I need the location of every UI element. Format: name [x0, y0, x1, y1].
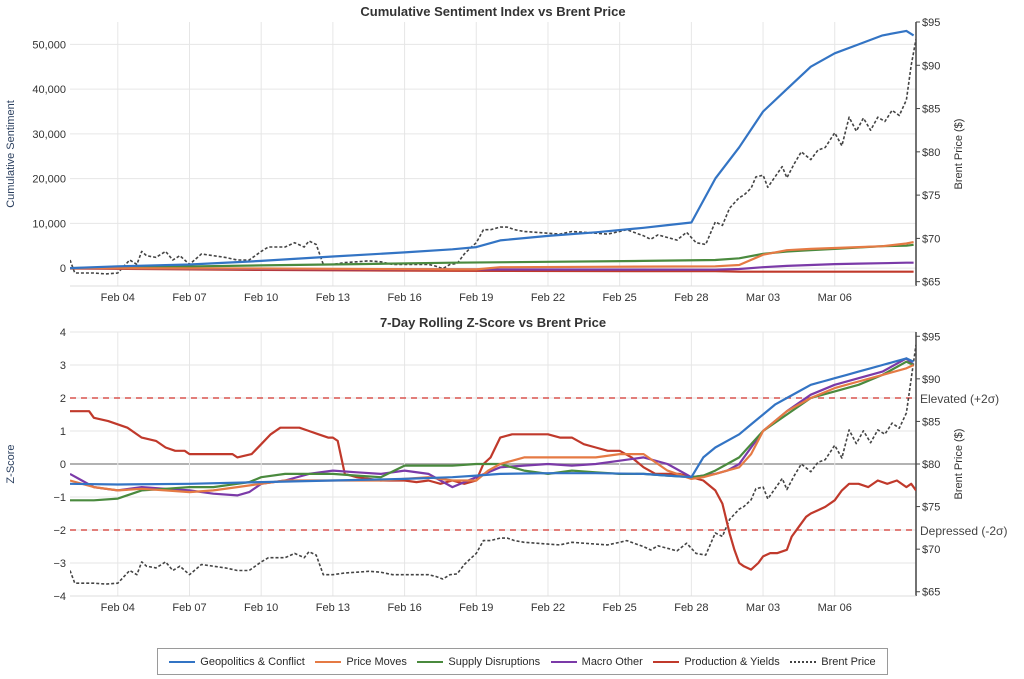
y2-tick-label: $90	[922, 374, 940, 386]
y-tick-label: 40,000	[32, 84, 66, 96]
legend-label: Macro Other	[581, 655, 643, 668]
series-line-price	[70, 241, 914, 271]
y-tick-label: −3	[53, 558, 66, 570]
legend-swatch	[550, 660, 577, 663]
x-tick-label: Feb 16	[387, 292, 421, 304]
y-tick-label: −4	[53, 591, 66, 603]
y2-tick-label: $95	[922, 17, 940, 29]
x-tick-label: Feb 22	[531, 602, 565, 614]
y-tick-label: 2	[60, 393, 66, 405]
legend-item[interactable]: Price Moves	[315, 656, 407, 668]
y-tick-label: −1	[53, 492, 66, 504]
y-tick-label: 10,000	[32, 218, 66, 230]
y-tick-label: −2	[53, 525, 66, 537]
legend-item[interactable]: Brent Price	[790, 655, 876, 668]
y-tick-label: 50,000	[32, 39, 66, 51]
legend: Geopolitics & Conflict Price Moves Supply …	[157, 648, 888, 675]
legend-label: Brent Price	[821, 655, 876, 668]
x-tick-label: Feb 13	[316, 292, 350, 304]
series-line-price	[70, 364, 915, 494]
y2-tick-label: $95	[922, 331, 940, 343]
series-line-geo	[70, 357, 915, 486]
series-line-geo	[70, 29, 915, 270]
x-tick-label: Feb 28	[674, 292, 708, 304]
x-tick-label: Mar 06	[818, 602, 852, 614]
figure-canvas: Cumulative Sentiment Index vs Brent Pric…	[5, 4, 1007, 614]
y-axis-label: Z-Score	[5, 444, 17, 483]
legend-swatch	[790, 660, 817, 663]
x-tick-label: Mar 03	[746, 292, 780, 304]
series-line-production	[70, 410, 916, 571]
x-tick-label: Feb 10	[244, 602, 278, 614]
legend-swatch	[315, 660, 342, 663]
legend-label: Production & Yields	[684, 655, 780, 668]
x-tick-label: Feb 04	[101, 602, 135, 614]
x-tick-label: Feb 04	[101, 292, 135, 304]
reference-label: Elevated (+2σ)	[920, 392, 999, 406]
y2-tick-label: $90	[922, 60, 940, 72]
chart-title: 7-Day Rolling Z-Score vs Brent Price	[380, 315, 606, 330]
x-tick-label: Feb 19	[459, 602, 493, 614]
legend-label: Price Moves	[346, 655, 407, 668]
x-tick-label: Mar 03	[746, 602, 780, 614]
y-tick-label: 0	[60, 263, 66, 275]
x-tick-label: Feb 22	[531, 292, 565, 304]
legend-item[interactable]: Macro Other	[550, 655, 643, 668]
y2-tick-label: $65	[922, 587, 940, 599]
x-tick-label: Feb 19	[459, 292, 493, 304]
y2-axis-label: Brent Price ($)	[953, 119, 965, 190]
x-tick-label: Feb 25	[603, 602, 637, 614]
y-tick-label: 3	[60, 360, 66, 372]
y-tick-label: 30,000	[32, 129, 66, 141]
series-line-production	[70, 267, 914, 273]
legend-label: Geopolitics & Conflict	[200, 655, 305, 668]
y2-axis-label: Brent Price ($)	[953, 429, 965, 500]
legend-item[interactable]: Supply Disruptions	[417, 656, 540, 668]
x-tick-label: Feb 10	[244, 292, 278, 304]
chart-panel-2: 7-Day Rolling Z-Score vs Brent Price −4 −3…	[5, 315, 1007, 614]
y2-tick-label: $65	[922, 277, 940, 289]
y2-tick-label: $80	[922, 147, 940, 159]
y2-tick-label: $75	[922, 502, 940, 514]
legend-swatch	[417, 660, 444, 663]
legend-item[interactable]: Geopolitics & Conflict	[169, 656, 305, 668]
y2-tick-label: $85	[922, 416, 940, 428]
y2-tick-label: $80	[922, 459, 940, 471]
y2-tick-label: $70	[922, 233, 940, 245]
y-tick-label: 20,000	[32, 174, 66, 186]
y2-tick-label: $70	[922, 544, 940, 556]
y-axis-label: Cumulative Sentiment	[5, 100, 17, 208]
y2-tick-label: $75	[922, 190, 940, 202]
y-tick-label: 4	[60, 327, 66, 339]
y2-tick-label: $85	[922, 104, 940, 116]
legend-label: Supply Disruptions	[448, 655, 541, 668]
legend-item[interactable]: Production & Yields	[653, 655, 780, 668]
y-tick-label: 0	[60, 459, 66, 471]
series-line-brent	[70, 39, 916, 275]
chart-title: Cumulative Sentiment Index vs Brent Pric…	[360, 4, 625, 19]
chart-panel-1: Cumulative Sentiment Index vs Brent Pric…	[5, 4, 965, 304]
x-tick-label: Feb 16	[387, 602, 421, 614]
legend-swatch	[169, 660, 196, 663]
reference-label: Depressed (-2σ)	[920, 524, 1007, 538]
y-tick-label: 1	[60, 426, 66, 438]
x-tick-label: Feb 07	[172, 292, 206, 304]
x-tick-label: Feb 28	[674, 602, 708, 614]
series-line-brent	[70, 344, 916, 585]
legend-swatch	[653, 660, 680, 663]
x-tick-label: Mar 06	[818, 292, 852, 304]
x-tick-label: Feb 25	[603, 292, 637, 304]
x-tick-label: Feb 07	[172, 602, 206, 614]
x-tick-label: Feb 13	[316, 602, 350, 614]
